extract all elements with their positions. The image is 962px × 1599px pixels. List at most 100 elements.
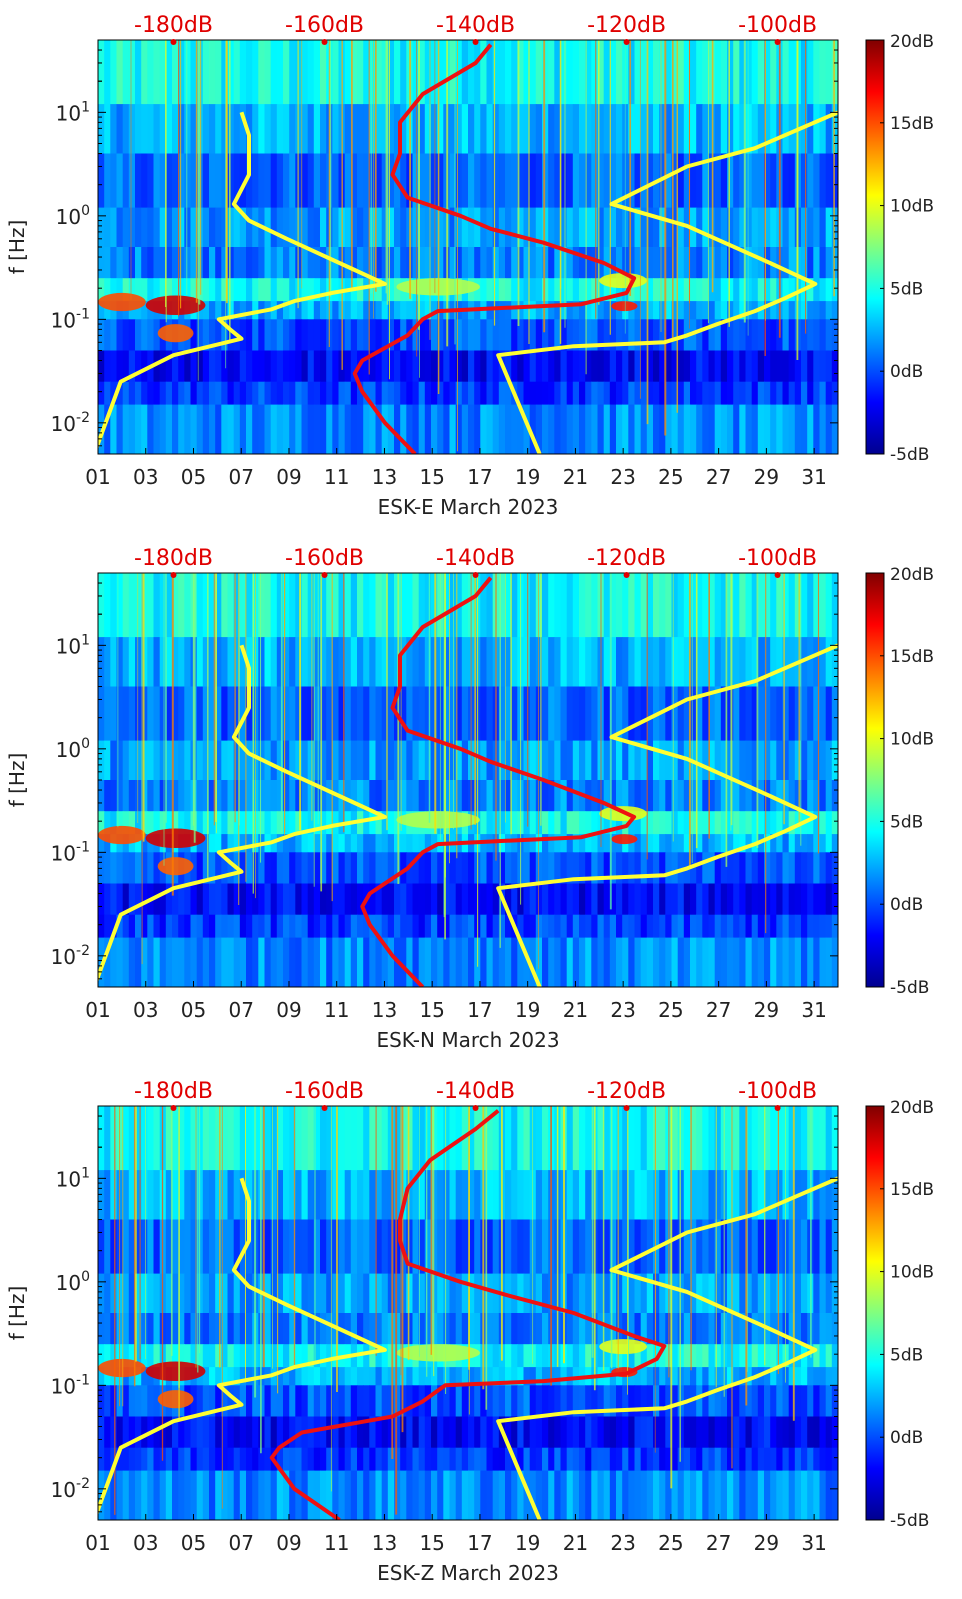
x-tick-label: 17	[467, 1531, 492, 1555]
colorbar-tick-label: 0dB	[890, 1428, 923, 1448]
x-tick-label: 05	[181, 465, 206, 489]
x-tick-label: 05	[181, 998, 206, 1022]
colorbar-tick-label: 0dB	[890, 895, 923, 915]
colorbar-tick-label: 5dB	[890, 1345, 923, 1365]
y-tick-label: 10-2	[51, 943, 90, 969]
x-tick-label: 01	[85, 1531, 110, 1555]
x-tick-label: 03	[133, 998, 158, 1022]
x-tick-label: 01	[85, 998, 110, 1022]
top-db-tick-label: -120dB	[587, 1079, 666, 1104]
x-tick-label: 07	[228, 465, 253, 489]
panel-esk-e: 01 03 05 07 09 11 13 15 17 19 21 23 25 27 29 31 ESK-E Ma…	[5, 13, 934, 519]
x-tick-label: 23	[610, 998, 635, 1022]
spectrogram-heatmap	[98, 1106, 838, 1520]
y-axis-label: f [Hz]	[5, 220, 29, 275]
y-tick-label: 10-2	[51, 410, 90, 436]
x-tick-label: 15	[419, 1531, 444, 1555]
top-db-tick-label: -180dB	[134, 546, 213, 571]
x-tick-label: 31	[801, 998, 826, 1022]
x-tick-label: 29	[754, 998, 779, 1022]
colorbar-tick-label: 15dB	[890, 1180, 934, 1200]
x-tick-label: 31	[801, 1531, 826, 1555]
y-tick-label: 10-2	[51, 1476, 90, 1502]
nlnm-curve	[98, 644, 387, 983]
x-tick-label: 03	[133, 465, 158, 489]
colorbar-tick-label: 20dB	[890, 565, 934, 585]
colorbar-tick-label: 5dB	[890, 279, 923, 299]
x-tick-label: 11	[324, 465, 349, 489]
top-db-tick-label: -180dB	[134, 13, 213, 38]
x-axis-label: ESK-Z March 2023	[377, 1561, 559, 1585]
colorbar-tick-label: 0dB	[890, 362, 923, 382]
x-tick-label: 27	[706, 465, 731, 489]
x-tick-label: 09	[276, 1531, 301, 1555]
top-db-tick-label: -120dB	[587, 13, 666, 38]
colorbar-tick-label: -5dB	[890, 1511, 929, 1531]
top-db-tick-label: -100dB	[738, 1079, 817, 1104]
colorbar-tick-label: 5dB	[890, 812, 923, 832]
colorbar-tick-label: -5dB	[890, 445, 929, 465]
y-axis-label: f [Hz]	[5, 1286, 29, 1341]
x-tick-label: 23	[610, 465, 635, 489]
x-tick-label: 17	[467, 998, 492, 1022]
y-tick-label: 100	[56, 1269, 90, 1295]
y-tick-label: 101	[56, 99, 90, 125]
colorbar	[865, 39, 885, 455]
top-db-tick-label: -160dB	[285, 13, 364, 38]
x-tick-label: 05	[181, 1531, 206, 1555]
nhnm-curve	[496, 643, 838, 987]
x-axis-label: ESK-E March 2023	[378, 495, 559, 519]
x-tick-label: 13	[372, 998, 397, 1022]
esk-z-psd-curve	[269, 1109, 667, 1520]
panel-esk-z: 01 03 05 07 09 11 13 15 17 19 21 23 25 27 29 31 ESK-Z Ma…	[5, 1079, 934, 1585]
x-tick-label: 13	[372, 465, 397, 489]
x-tick-label: 15	[419, 465, 444, 489]
x-axis-label: ESK-N March 2023	[376, 1028, 559, 1052]
colorbar-tick-label: -5dB	[890, 978, 929, 998]
colorbar	[865, 1105, 885, 1521]
x-tick-label: 01	[85, 465, 110, 489]
top-db-tick-label: -160dB	[285, 1079, 364, 1104]
x-tick-label: 21	[563, 1531, 588, 1555]
colorbar-tick-label: 20dB	[890, 32, 934, 52]
nlnm-curve	[98, 111, 387, 450]
x-tick-label: 07	[228, 998, 253, 1022]
y-tick-label: 101	[56, 1165, 90, 1191]
y-tick-label: 10-1	[51, 839, 90, 865]
x-tick-label: 19	[515, 998, 540, 1022]
nlnm-curve	[98, 1177, 387, 1516]
spectrogram-heatmap	[98, 40, 838, 454]
x-tick-label: 19	[515, 465, 540, 489]
x-tick-label: 27	[706, 1531, 731, 1555]
colorbar-tick-label: 10dB	[890, 197, 934, 217]
colorbar-tick-label: 10dB	[890, 1263, 934, 1283]
x-tick-label: 19	[515, 1531, 540, 1555]
top-db-tick-label: -120dB	[587, 546, 666, 571]
x-tick-label: 03	[133, 1531, 158, 1555]
x-tick-label: 17	[467, 465, 492, 489]
x-tick-label: 31	[801, 465, 826, 489]
panel-esk-n: 01 03 05 07 09 11 13 15 17 19 21 23 25 27 29 31 ESK-N Ma…	[5, 546, 934, 1052]
y-tick-label: 100	[56, 203, 90, 229]
x-tick-label: 13	[372, 1531, 397, 1555]
spectrogram-heatmap	[98, 573, 838, 987]
top-db-tick-label: -100dB	[738, 546, 817, 571]
y-axis-label: f [Hz]	[5, 753, 29, 808]
x-tick-label: 15	[419, 998, 444, 1022]
y-tick-label: 100	[56, 736, 90, 762]
top-db-tick-label: -160dB	[285, 546, 364, 571]
x-tick-label: 09	[276, 998, 301, 1022]
x-tick-label: 29	[754, 1531, 779, 1555]
x-tick-label: 21	[563, 998, 588, 1022]
x-tick-label: 09	[276, 465, 301, 489]
top-db-tick-label: -140dB	[436, 13, 515, 38]
y-tick-label: 10-1	[51, 1372, 90, 1398]
x-tick-label: 23	[610, 1531, 635, 1555]
esk-n-psd-curve	[360, 576, 637, 987]
top-db-tick-label: -140dB	[436, 1079, 515, 1104]
nhnm-curve	[496, 110, 838, 454]
x-tick-label: 27	[706, 998, 731, 1022]
x-tick-label: 11	[324, 998, 349, 1022]
top-db-tick-label: -180dB	[134, 1079, 213, 1104]
colorbar-tick-label: 15dB	[890, 114, 934, 134]
